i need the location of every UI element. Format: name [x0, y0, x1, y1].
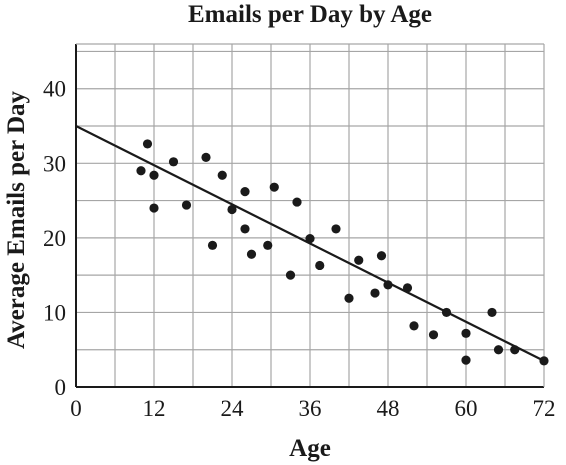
x-tick-label: 36 — [299, 396, 322, 421]
data-point — [377, 251, 386, 260]
data-point — [539, 356, 548, 365]
data-point — [315, 261, 324, 270]
x-tick-label: 48 — [377, 396, 400, 421]
data-point — [331, 224, 340, 233]
x-tick-label: 60 — [455, 396, 478, 421]
data-point — [201, 153, 210, 162]
y-tick-label: 30 — [43, 151, 66, 176]
data-point — [136, 166, 145, 175]
data-point — [286, 271, 295, 280]
y-tick-label: 0 — [55, 375, 67, 400]
data-point — [461, 329, 470, 338]
x-axis-label: Age — [289, 435, 331, 462]
x-tick-label: 24 — [221, 396, 245, 421]
data-point — [305, 234, 314, 243]
x-tick-label: 12 — [143, 396, 166, 421]
grid-lines — [76, 44, 544, 387]
data-point — [240, 224, 249, 233]
y-axis-label: Average Emails per Day — [3, 90, 30, 349]
data-point — [169, 157, 178, 166]
data-point — [218, 171, 227, 180]
data-point — [149, 203, 158, 212]
data-point — [461, 356, 470, 365]
data-point — [409, 321, 418, 330]
data-point — [182, 200, 191, 209]
data-point — [227, 205, 236, 214]
chart-title: Emails per Day by Age — [188, 1, 432, 28]
data-point — [149, 171, 158, 180]
data-point — [383, 280, 392, 289]
x-tick-label: 72 — [533, 396, 556, 421]
data-point — [208, 241, 217, 250]
data-point — [510, 345, 519, 354]
y-tick-label: 40 — [43, 77, 66, 102]
y-tick-label: 10 — [43, 300, 66, 325]
data-point — [442, 308, 451, 317]
tick-labels: 0 12 24 36 48 60 72 0 10 20 30 40 — [43, 77, 556, 421]
y-tick-label: 20 — [43, 226, 66, 251]
x-tick-label: 0 — [70, 396, 82, 421]
data-point — [270, 183, 279, 192]
data-point — [240, 187, 249, 196]
data-point — [263, 241, 272, 250]
data-point — [487, 308, 496, 317]
data-point — [247, 250, 256, 259]
data-point — [354, 256, 363, 265]
data-point — [429, 330, 438, 339]
data-point — [403, 283, 412, 292]
data-point — [143, 139, 152, 148]
data-point — [494, 345, 503, 354]
data-point — [370, 288, 379, 297]
data-point — [292, 197, 301, 206]
data-point — [344, 294, 353, 303]
